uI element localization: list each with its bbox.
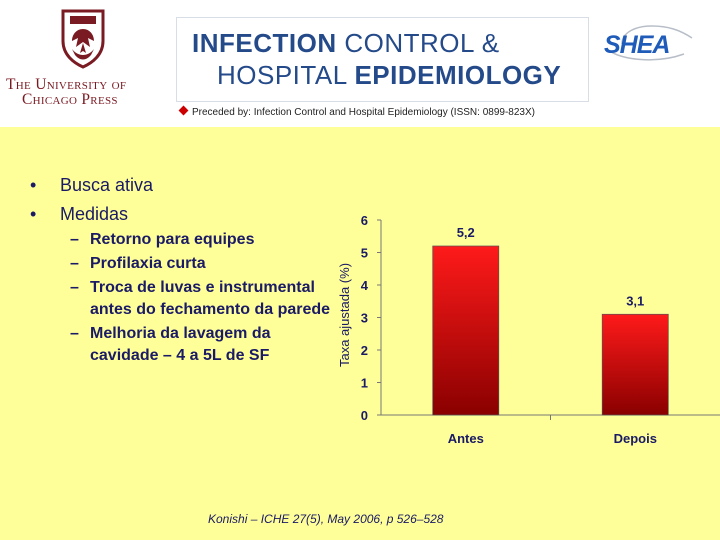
journal-title-word-hospital: HOSPITAL: [217, 60, 347, 90]
diamond-bullet-icon: [178, 105, 189, 116]
university-of-chicago-press-logo[interactable]: The University of Chicago Press: [0, 0, 170, 120]
y-tick-label: 1: [361, 376, 368, 391]
dash-bullet-icon: –: [70, 255, 79, 272]
x-tick-label: Depois: [614, 431, 657, 446]
sub-bullet-text: Retorno para equipes: [90, 231, 255, 248]
bar-depois: [601, 313, 669, 416]
dash-bullet-icon: –: [70, 231, 79, 248]
sub-bullet-item: – Troca de luvas e instrumental antes do …: [70, 277, 332, 321]
bullet-dot-icon: •: [30, 204, 37, 224]
journal-title-word-infection: INFECTION: [192, 28, 337, 58]
bullet-text: Busca ativa: [60, 175, 154, 195]
y-tick-label: 2: [361, 343, 368, 358]
header-band: The University of Chicago Press INFECTIO…: [0, 0, 720, 127]
preceded-by-note: Preceded by: Infection Control and Hospi…: [178, 105, 535, 118]
sub-bullet-item: – Melhoria da lavagem da cavidade – 4 a 5…: [70, 323, 332, 367]
journal-title-line1: INFECTION CONTROL &: [192, 28, 500, 59]
bullet-item: • Medidas: [30, 202, 153, 231]
sub-bullet-list: – Retorno para equipes – Profilaxia curta …: [70, 229, 332, 369]
y-tick-label: 3: [361, 311, 368, 326]
bullet-dot-icon: •: [30, 175, 37, 195]
preceded-by-text: Preceded by: Infection Control and Hospi…: [192, 107, 535, 118]
sub-bullet-text: Troca de luvas e instrumental antes do f…: [90, 279, 331, 318]
journal-title-word-epidemiology: EPIDEMIOLOGY: [354, 60, 562, 90]
y-tick-label: 6: [361, 213, 368, 228]
sub-bullet-item: – Retorno para equipes: [70, 229, 332, 251]
publisher-name-line2: Chicago Press: [22, 91, 118, 108]
y-tick-label: 5: [361, 246, 368, 261]
publisher-name-line1: The University of: [6, 76, 127, 93]
bar-chart: 0 1 2 3 4 5 6 5,2 Antes 3,1 Depois Taxa ajustada …: [337, 213, 720, 446]
journal-title-line2: HOSPITAL EPIDEMIOLOGY: [217, 60, 561, 91]
citation: Konishi – ICHE 27(5), May 2006, p 526–52…: [208, 512, 444, 526]
data-label: 5,2: [457, 225, 475, 240]
sub-bullet-text: Profilaxia curta: [90, 255, 206, 272]
main-bullet-list: • Busca ativa • Medidas: [30, 173, 153, 231]
phoenix-crest-icon: [61, 9, 105, 69]
y-axis-label: Taxa ajustada (%): [337, 263, 352, 367]
x-tick-label: Antes: [448, 431, 484, 446]
journal-title-word-control: CONTROL &: [344, 28, 500, 58]
dash-bullet-icon: –: [70, 279, 79, 296]
sub-bullet-item: – Profilaxia curta: [70, 253, 332, 275]
y-tick-label: 0: [361, 408, 368, 423]
y-tick-label: 4: [361, 278, 369, 293]
shea-logo-text: SHEA: [604, 31, 669, 59]
journal-banner[interactable]: INFECTION CONTROL & HOSPITAL EPIDEMIOLOG…: [176, 17, 589, 102]
bullet-item: • Busca ativa: [30, 173, 153, 202]
shea-logo[interactable]: SHEA: [600, 24, 700, 64]
sub-bullet-text: Melhoria da lavagem da cavidade – 4 a 5L…: [90, 325, 271, 364]
data-label: 3,1: [626, 293, 644, 308]
bullet-text: Medidas: [60, 204, 129, 224]
dash-bullet-icon: –: [70, 325, 79, 342]
bar-antes: [432, 245, 500, 416]
